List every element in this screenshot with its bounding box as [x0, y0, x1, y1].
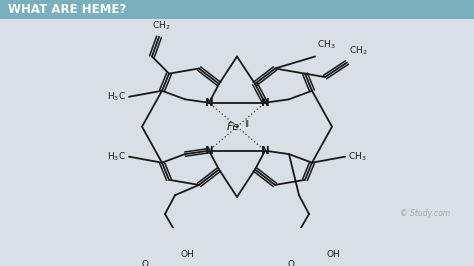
Text: N: N — [205, 98, 213, 108]
Text: N: N — [261, 146, 269, 156]
Text: N: N — [205, 146, 213, 156]
Text: N: N — [261, 98, 269, 108]
Text: Fe: Fe — [227, 122, 240, 132]
Text: II: II — [245, 120, 249, 129]
FancyBboxPatch shape — [0, 0, 474, 19]
Text: O: O — [288, 260, 294, 266]
Text: O: O — [142, 260, 148, 266]
Text: H$_3$C: H$_3$C — [107, 90, 126, 103]
Text: WHAT ARE HEME?: WHAT ARE HEME? — [8, 3, 126, 16]
Text: CH$_2$: CH$_2$ — [152, 19, 170, 32]
Text: H$_3$C: H$_3$C — [107, 151, 126, 163]
Text: CH$_2$: CH$_2$ — [349, 45, 367, 57]
Text: CH$_3$: CH$_3$ — [317, 39, 336, 51]
Text: © Study.com: © Study.com — [400, 209, 450, 218]
Text: OH: OH — [327, 250, 341, 259]
Text: OH: OH — [181, 250, 195, 259]
Text: CH$_3$: CH$_3$ — [348, 151, 366, 163]
